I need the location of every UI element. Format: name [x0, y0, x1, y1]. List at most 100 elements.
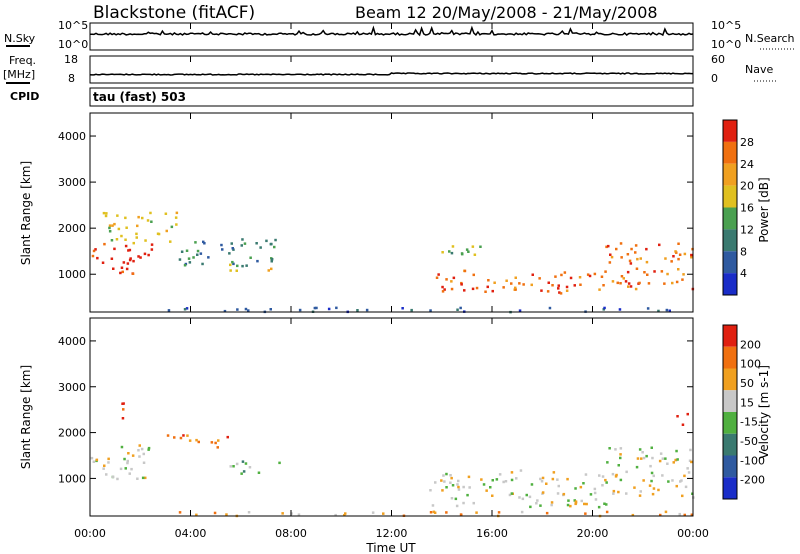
data-cell	[566, 477, 569, 481]
data-cell	[574, 487, 577, 490]
data-cell	[650, 446, 653, 449]
data-cell	[683, 474, 686, 478]
data-cell	[606, 461, 609, 464]
data-cell	[616, 281, 619, 285]
data-cell	[554, 275, 557, 278]
data-cell	[128, 248, 132, 252]
data-cell	[617, 464, 620, 467]
data-cell	[472, 501, 475, 505]
data-cell	[210, 441, 214, 444]
data-cell	[410, 308, 413, 312]
data-cell	[584, 512, 587, 515]
data-cell	[125, 267, 129, 271]
data-cell	[120, 266, 124, 269]
data-cell	[580, 499, 583, 503]
data-cell	[207, 256, 210, 259]
data-cell	[546, 290, 550, 293]
data-cell	[146, 219, 150, 222]
data-cell	[95, 458, 99, 462]
data-cell	[657, 309, 660, 313]
data-cell	[690, 256, 693, 259]
colorbar-tick-label: -100	[740, 454, 765, 467]
colorbar-swatch	[723, 346, 737, 369]
data-cell	[110, 257, 114, 260]
data-cell	[615, 473, 618, 477]
data-cell	[229, 263, 232, 267]
data-cell	[487, 279, 490, 282]
data-cell	[683, 513, 686, 517]
data-cell	[122, 261, 126, 264]
data-cell	[142, 452, 145, 456]
data-cell	[551, 477, 555, 481]
data-cell	[169, 240, 172, 243]
data-cell	[451, 484, 455, 487]
data-cell	[604, 478, 607, 482]
data-cell	[105, 473, 108, 476]
data-cell	[541, 491, 545, 494]
y-tick-label: 4000	[58, 335, 86, 348]
data-cell	[202, 240, 205, 244]
data-cell	[638, 448, 642, 451]
data-cell	[680, 479, 683, 482]
data-cell	[462, 485, 465, 489]
data-cell	[281, 512, 284, 515]
data-cell	[450, 287, 454, 291]
data-cell	[601, 475, 605, 478]
data-cell	[144, 476, 147, 480]
data-cell	[466, 493, 469, 497]
data-cell	[609, 253, 612, 256]
data-cell	[618, 308, 622, 311]
data-cell	[486, 285, 489, 289]
data-cell	[545, 482, 548, 485]
data-cell	[445, 511, 448, 514]
data-cell	[482, 483, 486, 486]
freq-tick-top: 18	[64, 53, 78, 66]
y-tick-label: 1000	[58, 268, 86, 281]
data-cell	[639, 257, 642, 260]
data-cell	[540, 480, 544, 483]
data-cell	[431, 504, 435, 507]
data-cell	[231, 260, 234, 264]
y-tick-label: 2000	[58, 427, 86, 440]
data-cell	[670, 260, 673, 263]
data-cell	[574, 500, 578, 503]
data-cell	[137, 449, 140, 452]
data-cell	[240, 244, 243, 247]
x-tick-label: 16:00	[476, 527, 508, 540]
data-cell	[642, 479, 645, 482]
data-cell	[681, 423, 685, 426]
data-cell	[545, 511, 549, 515]
colorbar-swatch	[723, 251, 737, 274]
data-cell	[473, 253, 477, 256]
data-cell	[690, 253, 693, 257]
data-cell	[126, 459, 129, 463]
data-cell	[270, 258, 274, 261]
data-cell	[619, 478, 623, 482]
y-tick-label: 1000	[58, 472, 86, 485]
data-cell	[164, 212, 168, 215]
data-cell	[124, 244, 128, 248]
data-cell	[614, 475, 618, 478]
data-cell	[443, 480, 446, 483]
data-cell	[232, 248, 235, 251]
data-cell	[612, 492, 615, 495]
data-cell	[603, 306, 606, 310]
data-cell	[493, 281, 496, 284]
data-cell	[566, 503, 570, 507]
data-cell	[456, 483, 459, 486]
data-cell	[463, 269, 467, 273]
data-cell	[574, 501, 578, 505]
nsearch-tick-top: 10^5	[711, 19, 741, 32]
data-cell	[128, 472, 131, 475]
data-cell	[491, 289, 494, 293]
data-cell	[137, 255, 140, 258]
data-cell	[657, 488, 660, 492]
data-cell	[267, 269, 270, 272]
data-cell	[551, 284, 554, 287]
data-cell	[443, 288, 446, 291]
data-cell	[645, 247, 648, 251]
data-cell	[90, 456, 94, 460]
data-cell	[675, 280, 679, 284]
data-cell	[241, 460, 245, 463]
